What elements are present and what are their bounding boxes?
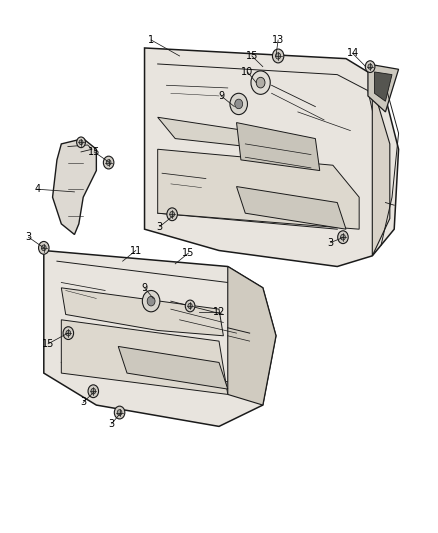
Polygon shape [61,288,223,336]
Circle shape [79,140,83,145]
Circle shape [66,330,71,336]
Circle shape [341,235,345,240]
Circle shape [276,53,281,59]
Text: 15: 15 [182,248,194,258]
Polygon shape [61,320,228,394]
Polygon shape [145,48,399,266]
Text: 11: 11 [130,246,142,255]
Text: 3: 3 [328,238,334,247]
Text: 4: 4 [34,184,40,194]
Polygon shape [374,72,392,101]
Circle shape [42,245,46,251]
Polygon shape [368,64,399,112]
Circle shape [167,208,177,221]
Circle shape [251,71,270,94]
Circle shape [106,160,111,165]
Circle shape [88,385,99,398]
Polygon shape [53,139,96,235]
Text: 3: 3 [25,232,32,242]
Polygon shape [228,266,276,405]
Circle shape [272,49,284,63]
Text: 3: 3 [157,222,163,231]
Circle shape [170,212,174,217]
Circle shape [142,290,160,312]
Circle shape [188,303,192,309]
Circle shape [230,93,247,115]
Circle shape [114,406,125,419]
Polygon shape [372,85,390,256]
Circle shape [39,241,49,254]
Text: 9: 9 [218,91,224,101]
Text: 9: 9 [141,283,148,293]
Text: 14: 14 [346,49,359,58]
Circle shape [338,231,348,244]
Text: 3: 3 [109,419,115,429]
Polygon shape [44,251,276,426]
Circle shape [256,77,265,88]
Text: 3: 3 [80,398,86,407]
Circle shape [235,99,243,109]
Circle shape [117,410,122,415]
Polygon shape [118,346,228,389]
Circle shape [103,156,114,169]
Circle shape [63,327,74,340]
Circle shape [365,61,375,72]
Text: 12: 12 [213,307,225,317]
Text: 15: 15 [88,147,100,157]
Text: 15: 15 [246,51,258,61]
Polygon shape [237,187,346,229]
Circle shape [185,300,195,312]
Text: 13: 13 [272,35,284,45]
Circle shape [147,296,155,306]
Text: 1: 1 [148,35,154,45]
Circle shape [368,64,372,69]
Text: 10: 10 [241,67,254,77]
Polygon shape [237,123,320,171]
Circle shape [91,389,95,394]
Text: 15: 15 [42,339,54,349]
Polygon shape [158,117,272,149]
Circle shape [77,137,85,148]
Polygon shape [158,149,359,229]
